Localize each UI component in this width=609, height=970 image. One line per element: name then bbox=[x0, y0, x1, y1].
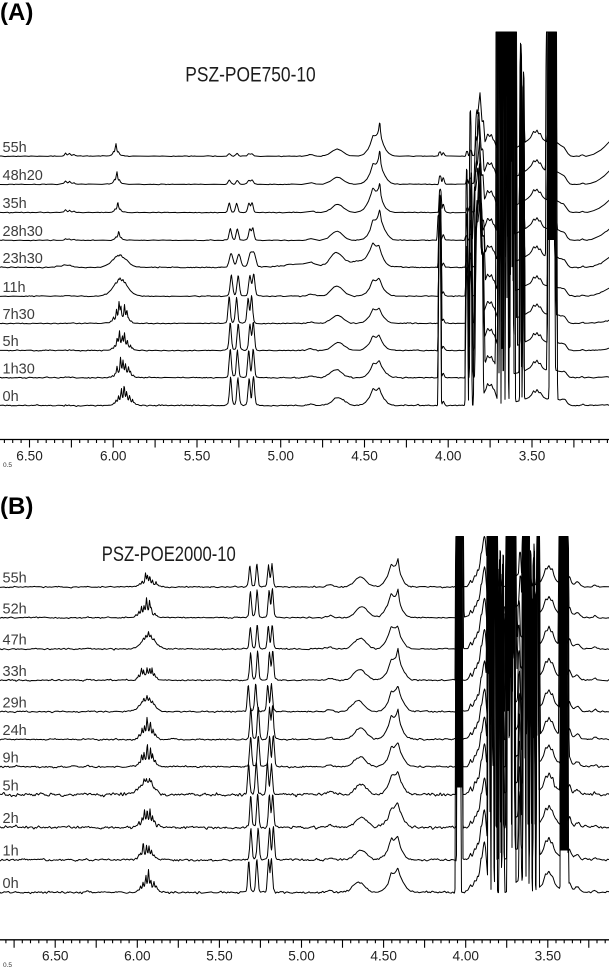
svg-text:5.00: 5.00 bbox=[268, 448, 295, 464]
svg-text:(A): (A) bbox=[0, 0, 33, 26]
svg-text:33h: 33h bbox=[3, 664, 27, 680]
svg-text:4.50: 4.50 bbox=[370, 948, 397, 964]
svg-text:3.50: 3.50 bbox=[535, 948, 562, 964]
svg-text:4.00: 4.00 bbox=[435, 448, 462, 464]
svg-text:0h: 0h bbox=[3, 876, 19, 892]
svg-text:7h30: 7h30 bbox=[3, 307, 35, 323]
svg-text:28h30: 28h30 bbox=[3, 224, 43, 240]
svg-text:0.5: 0.5 bbox=[3, 462, 12, 469]
svg-text:PSZ-POE2000-10: PSZ-POE2000-10 bbox=[102, 542, 236, 566]
svg-text:29h: 29h bbox=[3, 695, 27, 711]
svg-text:6.50: 6.50 bbox=[16, 448, 43, 464]
svg-text:55h: 55h bbox=[3, 140, 27, 156]
svg-text:4.00: 4.00 bbox=[453, 948, 480, 964]
svg-text:6.00: 6.00 bbox=[124, 948, 151, 964]
svg-text:5.50: 5.50 bbox=[184, 448, 211, 464]
svg-text:4.50: 4.50 bbox=[351, 448, 378, 464]
svg-text:1h: 1h bbox=[3, 844, 19, 860]
svg-text:6.00: 6.00 bbox=[100, 448, 127, 464]
svg-text:5h: 5h bbox=[3, 778, 19, 794]
svg-text:35h: 35h bbox=[3, 196, 27, 212]
svg-text:1h30: 1h30 bbox=[3, 361, 35, 377]
svg-text:5.00: 5.00 bbox=[288, 948, 315, 964]
svg-text:23h30: 23h30 bbox=[3, 251, 43, 267]
svg-text:48h20: 48h20 bbox=[3, 168, 43, 184]
svg-text:3.50: 3.50 bbox=[519, 448, 546, 464]
svg-text:24h: 24h bbox=[3, 723, 27, 739]
svg-text:47h: 47h bbox=[3, 633, 27, 649]
svg-text:9h: 9h bbox=[3, 751, 19, 767]
svg-text:PSZ-POE750-10: PSZ-POE750-10 bbox=[185, 62, 315, 86]
svg-text:5h: 5h bbox=[3, 334, 19, 350]
svg-text:0h: 0h bbox=[3, 389, 19, 405]
svg-text:0.5: 0.5 bbox=[3, 962, 12, 969]
svg-text:52h: 52h bbox=[3, 601, 27, 617]
svg-text:55h: 55h bbox=[3, 571, 27, 587]
svg-text:6.50: 6.50 bbox=[42, 948, 69, 964]
svg-text:2h: 2h bbox=[3, 811, 19, 827]
svg-text:5.50: 5.50 bbox=[206, 948, 233, 964]
svg-text:11h: 11h bbox=[3, 280, 26, 296]
svg-text:(B): (B) bbox=[0, 493, 33, 520]
